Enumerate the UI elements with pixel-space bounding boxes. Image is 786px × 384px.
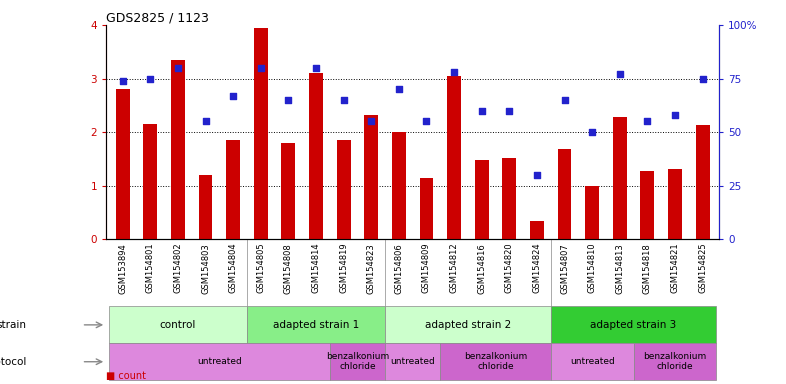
Text: GSM154808: GSM154808 bbox=[284, 243, 293, 293]
Text: GSM154816: GSM154816 bbox=[477, 243, 487, 293]
Point bbox=[171, 65, 184, 71]
Bar bbox=[551, 343, 634, 380]
Text: GSM154803: GSM154803 bbox=[201, 243, 210, 293]
Point bbox=[337, 97, 350, 103]
Text: GSM154806: GSM154806 bbox=[395, 243, 403, 293]
Point bbox=[227, 93, 240, 99]
Bar bbox=[330, 343, 385, 380]
Text: adapted strain 1: adapted strain 1 bbox=[273, 320, 359, 330]
Point bbox=[641, 118, 654, 124]
Point bbox=[476, 108, 488, 114]
Text: ■ count: ■ count bbox=[106, 371, 146, 381]
Bar bbox=[254, 28, 268, 239]
Point bbox=[558, 97, 571, 103]
Text: GSM154807: GSM154807 bbox=[560, 243, 569, 293]
Text: untreated: untreated bbox=[391, 357, 435, 366]
Bar bbox=[171, 60, 185, 239]
Point bbox=[421, 118, 433, 124]
Text: control: control bbox=[160, 320, 196, 330]
Text: GSM154824: GSM154824 bbox=[532, 243, 542, 293]
Text: GSM154812: GSM154812 bbox=[450, 243, 458, 293]
Bar bbox=[551, 306, 716, 343]
Text: GSM154823: GSM154823 bbox=[367, 243, 376, 293]
Text: adapted strain 2: adapted strain 2 bbox=[424, 320, 511, 330]
Point bbox=[116, 78, 129, 84]
Point bbox=[199, 118, 211, 124]
Text: GSM154810: GSM154810 bbox=[588, 243, 597, 293]
Point bbox=[282, 97, 295, 103]
Bar bbox=[420, 178, 433, 239]
Text: GSM154805: GSM154805 bbox=[256, 243, 265, 293]
Text: untreated: untreated bbox=[570, 357, 615, 366]
Bar bbox=[392, 132, 406, 239]
Bar bbox=[557, 149, 571, 239]
Text: GSM154813: GSM154813 bbox=[615, 243, 624, 293]
Bar bbox=[385, 306, 551, 343]
Text: growth protocol: growth protocol bbox=[0, 357, 27, 367]
Text: GSM154814: GSM154814 bbox=[311, 243, 321, 293]
Text: GDS2825 / 1123: GDS2825 / 1123 bbox=[106, 12, 209, 25]
Point bbox=[365, 118, 377, 124]
Bar bbox=[613, 117, 626, 239]
Point bbox=[614, 71, 626, 77]
Text: benzalkonium
chloride: benzalkonium chloride bbox=[325, 352, 389, 371]
Point bbox=[586, 129, 598, 135]
Text: GSM154809: GSM154809 bbox=[422, 243, 431, 293]
Point bbox=[392, 86, 405, 93]
Text: GSM154819: GSM154819 bbox=[339, 243, 348, 293]
Point bbox=[669, 112, 681, 118]
Bar bbox=[586, 186, 599, 239]
Bar bbox=[668, 169, 682, 239]
Text: GSM154818: GSM154818 bbox=[643, 243, 652, 293]
Text: GSM154802: GSM154802 bbox=[174, 243, 182, 293]
Bar bbox=[247, 306, 385, 343]
Point bbox=[144, 76, 156, 82]
Text: benzalkonium
chloride: benzalkonium chloride bbox=[644, 352, 707, 371]
Point bbox=[310, 65, 322, 71]
Point bbox=[696, 76, 709, 82]
Text: adapted strain 3: adapted strain 3 bbox=[590, 320, 677, 330]
Bar bbox=[440, 343, 551, 380]
Bar bbox=[309, 73, 323, 239]
Bar bbox=[634, 343, 716, 380]
Bar bbox=[641, 171, 654, 239]
Bar bbox=[109, 343, 330, 380]
Bar bbox=[281, 143, 296, 239]
Bar bbox=[696, 125, 710, 239]
Point bbox=[448, 69, 461, 75]
Text: GSM154820: GSM154820 bbox=[505, 243, 514, 293]
Point bbox=[255, 65, 267, 71]
Bar bbox=[365, 115, 378, 239]
Text: benzalkonium
chloride: benzalkonium chloride bbox=[464, 352, 527, 371]
Bar bbox=[385, 343, 440, 380]
Bar bbox=[336, 140, 351, 239]
Text: GSM154821: GSM154821 bbox=[670, 243, 680, 293]
Bar bbox=[109, 306, 247, 343]
Point bbox=[503, 108, 516, 114]
Bar bbox=[447, 76, 461, 239]
Text: GSM154801: GSM154801 bbox=[145, 243, 155, 293]
Point bbox=[531, 172, 543, 178]
Bar bbox=[530, 221, 544, 239]
Text: GSM153894: GSM153894 bbox=[118, 243, 127, 293]
Bar bbox=[116, 89, 130, 239]
Bar bbox=[143, 124, 157, 239]
Text: untreated: untreated bbox=[197, 357, 242, 366]
Bar bbox=[226, 140, 240, 239]
Bar bbox=[502, 158, 516, 239]
Text: GSM154804: GSM154804 bbox=[229, 243, 237, 293]
Text: strain: strain bbox=[0, 320, 27, 330]
Bar bbox=[199, 175, 212, 239]
Bar bbox=[475, 160, 489, 239]
Text: GSM154825: GSM154825 bbox=[698, 243, 707, 293]
